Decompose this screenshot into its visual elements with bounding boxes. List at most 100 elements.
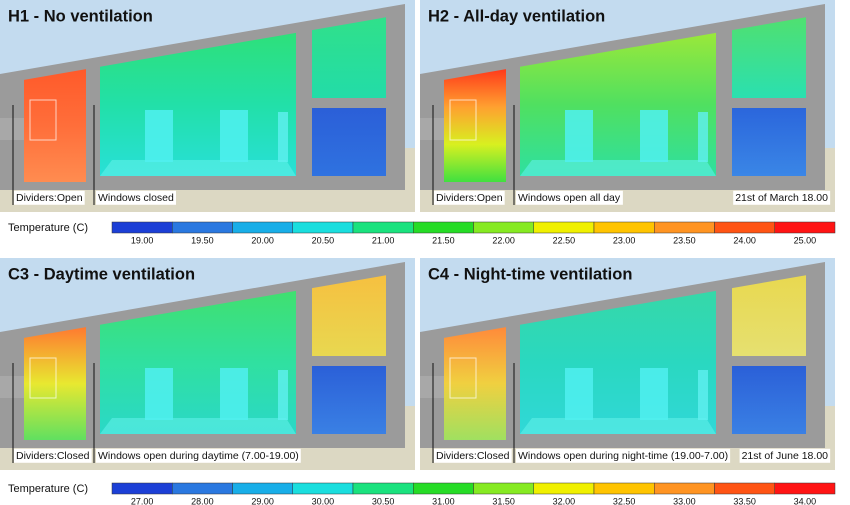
- label-background: [96, 190, 177, 205]
- colorbar-segment: [172, 221, 233, 234]
- colorbar-segment: [111, 482, 173, 495]
- main-floor: [100, 418, 296, 434]
- label-background: [434, 190, 505, 205]
- colorbar-label: Temperature (C): [8, 483, 88, 495]
- colorbar-segment: [232, 221, 293, 234]
- colorbar-segment: [774, 482, 836, 495]
- upper-right-room: [732, 17, 806, 98]
- colorbar-tick-label: 23.00: [613, 235, 636, 245]
- colorbar-segment: [533, 482, 595, 495]
- colorbar-segment: [352, 482, 414, 495]
- colorbar-tick-label: 19.50: [191, 235, 214, 245]
- door: [565, 368, 593, 420]
- side-window: [0, 376, 24, 398]
- door: [145, 110, 173, 162]
- panel-title: C4 - Night-time ventilation: [428, 265, 632, 283]
- window-frame: [449, 99, 477, 141]
- colorbar-tick-label: 33.50: [733, 496, 756, 505]
- panel-title: C3 - Daytime ventilation: [8, 265, 195, 283]
- annotation: Windows open during night-time (19.00-7.…: [518, 450, 728, 462]
- upper-right-room: [732, 275, 806, 356]
- colorbar-tick-label: 22.00: [492, 235, 515, 245]
- door: [220, 368, 248, 420]
- window-frame: [449, 357, 477, 399]
- colorbar-tick-label: 32.50: [613, 496, 636, 505]
- door: [278, 370, 288, 420]
- label-background: [733, 190, 831, 205]
- colorbar-segment: [473, 221, 534, 234]
- annotation: Windows closed: [98, 192, 174, 204]
- colorbar-tick-label: 23.50: [673, 235, 696, 245]
- lower-right-room: [312, 108, 386, 176]
- main-floor: [100, 160, 296, 176]
- annotation: Dividers:Open: [16, 192, 83, 204]
- side-window: [420, 376, 444, 398]
- colorbar-segment: [111, 221, 173, 234]
- label-background: [434, 448, 512, 463]
- panel: Dividers:Open Windows open all day 21st of…: [420, 0, 835, 212]
- door: [278, 112, 288, 162]
- upper-right-room: [312, 17, 386, 98]
- panel-title: H1 - No ventilation: [8, 7, 153, 25]
- colorbar-tick-label: 30.00: [312, 496, 335, 505]
- annotation: Windows open during daytime (7.00-19.00): [98, 450, 299, 462]
- colorbar-segment: [413, 221, 474, 234]
- lower-right-room: [732, 108, 806, 176]
- door: [698, 112, 708, 162]
- main-floor: [520, 418, 716, 434]
- door: [565, 110, 593, 162]
- label-background: [516, 448, 731, 463]
- door: [698, 370, 708, 420]
- annotation: Dividers:Closed: [16, 450, 90, 462]
- panel-title: H2 - All-day ventilation: [428, 7, 605, 25]
- colorbar-segment: [654, 221, 715, 234]
- colorbar-segment: [172, 482, 233, 495]
- colorbar-label: Temperature (C): [8, 222, 88, 234]
- window-frame: [29, 357, 57, 399]
- annotation: Dividers:Closed: [436, 450, 510, 462]
- lower-right-room: [732, 366, 806, 434]
- panel: Dividers:Closed Windows open during dayti…: [0, 258, 415, 470]
- colorbar-segment: [352, 221, 414, 234]
- door: [640, 110, 668, 162]
- upper-right-room: [312, 275, 386, 356]
- panel: Dividers:Closed Windows open during night…: [420, 258, 835, 470]
- colorbar-segment: [292, 221, 354, 234]
- colorbar-tick-label: 34.00: [794, 496, 817, 505]
- side-window: [420, 118, 444, 140]
- left-room: [444, 69, 506, 182]
- colorbar-tick-label: 25.00: [794, 235, 817, 245]
- colorbar-tick-label: 32.00: [553, 496, 576, 505]
- left-room: [24, 69, 86, 182]
- colorbar-segment: [413, 482, 474, 495]
- colorbar-segment: [593, 482, 655, 495]
- colorbar-segment: [774, 221, 836, 234]
- colorbar-tick-label: 31.50: [492, 496, 515, 505]
- colorbar-tick-label: 24.00: [733, 235, 756, 245]
- annotation: 21st of June 18.00: [742, 450, 829, 462]
- colorbar-segment: [473, 482, 534, 495]
- side-window: [0, 118, 24, 140]
- label-background: [739, 448, 831, 463]
- annotation: Dividers:Open: [436, 192, 503, 204]
- colorbar-tick-label: 30.50: [372, 496, 395, 505]
- colorbar-tick-label: 19.00: [131, 235, 154, 245]
- colorbar-segment: [654, 482, 715, 495]
- label-background: [516, 190, 623, 205]
- lower-right-room: [312, 366, 386, 434]
- colorbar-segment: [533, 221, 595, 234]
- colorbar-segment: [292, 482, 354, 495]
- colorbar-tick-label: 20.50: [312, 235, 335, 245]
- colorbar-tick-label: 29.00: [251, 496, 274, 505]
- door: [145, 368, 173, 420]
- annotation: Windows open all day: [518, 192, 621, 204]
- window-frame: [29, 99, 57, 141]
- colorbar-segment: [593, 221, 655, 234]
- colorbar-segment: [232, 482, 293, 495]
- label-background: [14, 190, 85, 205]
- label-background: [96, 448, 301, 463]
- main-floor: [520, 160, 716, 176]
- colorbar-segment: [714, 221, 775, 234]
- colorbar-tick-label: 31.00: [432, 496, 455, 505]
